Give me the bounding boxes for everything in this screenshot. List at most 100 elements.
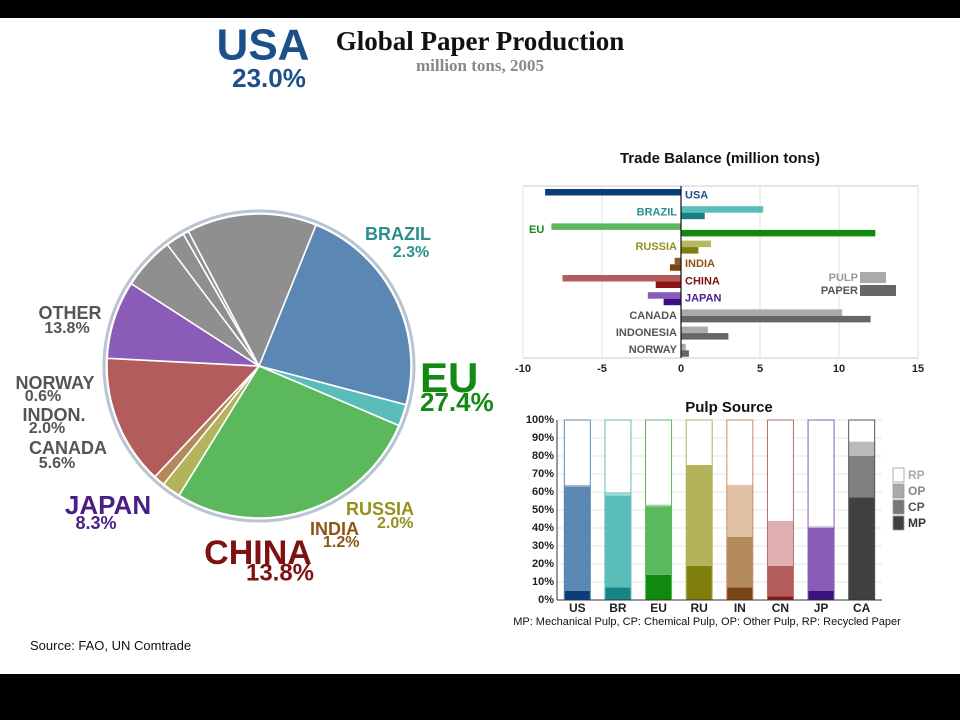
pie-label-brazil: BRAZIL	[365, 224, 431, 244]
pulp-legend-label-op: OP	[908, 484, 925, 498]
pulp-legend-label-mp: MP	[908, 516, 926, 530]
pie-label-other: OTHER	[39, 303, 102, 323]
trade-label-norway: NORWAY	[629, 344, 678, 356]
pie-label-indon: INDON.	[23, 405, 86, 425]
trade-bar-pulp-canada	[681, 309, 843, 316]
pie-label-japan: JAPAN	[65, 490, 151, 520]
pie-label-china: CHINA	[204, 534, 312, 572]
trade-label-usa: USA	[685, 189, 708, 201]
pulp-category-eu: EU	[650, 601, 667, 615]
trade-bar-pulp-russia	[681, 240, 712, 248]
trade-label-china: CHINA	[685, 275, 720, 287]
pulp-category-in: IN	[734, 601, 746, 615]
pie-label-canada: CANADA	[29, 438, 107, 458]
pie-value-japan: 8.3%	[75, 513, 116, 533]
pulp-tick-label: 40%	[532, 522, 554, 534]
pulp-bar-in-cp	[726, 537, 753, 588]
trade-tick-label: 0	[678, 363, 684, 375]
pulp-bar-in-op	[726, 484, 753, 537]
pie-value-eu: 27.4%	[420, 387, 494, 417]
pulp-bar-ru-rp	[686, 420, 713, 465]
pulp-tick-label: 80%	[532, 450, 554, 462]
pulp-legend-label-rp: RP	[908, 468, 925, 482]
trade-bar-paper-norway	[681, 350, 689, 357]
pulp-bar-ru-mp	[686, 565, 713, 600]
pulp-tick-label: 30%	[532, 540, 554, 552]
pie-label-india: INDIA	[310, 519, 359, 539]
source-note: Source: FAO, UN Comtrade	[30, 638, 192, 653]
trade-bar-paper-brazil	[681, 212, 705, 220]
pulp-source-chart: Pulp Source 0% 10% 20% 30% 40% 50% 60% 70% 80% 90…	[513, 399, 926, 628]
pulp-source-title: Pulp Source	[685, 399, 773, 416]
pulp-tick-label: 50%	[532, 504, 554, 516]
pulp-category-jp: JP	[814, 601, 829, 615]
pulp-bar-cn-mp	[767, 596, 794, 600]
pie-label-norway: NORWAY	[15, 373, 94, 393]
pulp-legend-swatch-op	[892, 483, 905, 499]
trade-label-eu: EU	[529, 224, 544, 236]
pulp-bar-cn-op	[767, 520, 794, 566]
pulp-bar-cn-rp	[767, 420, 794, 521]
trade-balance-title: Trade Balance (million tons)	[620, 150, 820, 167]
pulp-bar-br-rp	[604, 420, 631, 492]
pie-value-indon: 2.0%	[29, 420, 65, 437]
pulp-bar-br-mp	[604, 587, 631, 600]
pulp-bar-cn-cp	[767, 565, 794, 597]
pulp-legend-swatch-cp	[892, 499, 905, 515]
pie-value-russia: 2.0%	[377, 515, 413, 532]
pulp-tick-label: 20%	[532, 558, 554, 570]
pie-value-india: 1.2%	[323, 534, 359, 551]
pulp-tick-label: 90%	[532, 432, 554, 444]
pulp-bar-br-op	[604, 492, 631, 496]
pulp-tick-label: 0%	[538, 594, 554, 606]
trade-legend-swatch-pulp	[860, 272, 886, 283]
trade-tick-label: 5	[757, 363, 763, 375]
pulp-bar-eu-cp	[645, 506, 672, 575]
pulp-bar-jp-op	[808, 526, 835, 528]
pulp-bar-jp-cp	[808, 528, 835, 591]
pie-label-russia: RUSSIA	[346, 499, 414, 519]
trade-legend-swatch-paper	[860, 285, 896, 296]
trade-label-brazil: BRAZIL	[637, 207, 678, 219]
trade-bar-paper-eu	[681, 229, 876, 237]
trade-bar-paper-india	[669, 264, 681, 271]
pulp-bar-eu-op	[645, 504, 672, 507]
trade-tick-label: 10	[833, 363, 845, 375]
pulp-bar-in-mp	[726, 587, 753, 600]
trade-legend-label-paper: PAPER	[821, 285, 858, 297]
pulp-tick-label: 70%	[532, 468, 554, 480]
pulp-tick-label: 100%	[526, 414, 554, 426]
pulp-bar-ca-op	[848, 441, 875, 456]
trade-bar-pulp-india	[674, 257, 681, 265]
pulp-bar-ca-cp	[848, 456, 875, 498]
pulp-bar-in-rp	[726, 420, 753, 485]
pulp-bar-jp-mp	[808, 591, 835, 600]
pie-chart: USA23.0%BRAZIL2.3%EU27.4%RUSSIA2.0%INDIA…	[15, 21, 494, 587]
pulp-bar-us-mp	[564, 591, 591, 600]
pulp-legend-swatch-rp	[892, 467, 905, 483]
pulp-bar-ru-cp	[686, 465, 713, 566]
pulp-bar-us-rp	[564, 420, 591, 485]
pulp-category-cn: CN	[772, 601, 789, 615]
page-subtitle: million tons, 2005	[416, 56, 544, 75]
pie-slice-usa	[257, 224, 412, 406]
trade-legend-label-pulp: PULP	[829, 272, 858, 284]
pie-value-norway: 0.6%	[25, 388, 61, 405]
pulp-tick-label: 60%	[532, 486, 554, 498]
pulp-bar-us-cp	[564, 486, 591, 591]
pulp-category-ru: RU	[691, 601, 708, 615]
trade-label-indonesia: INDONESIA	[616, 327, 677, 339]
pulp-bar-us-op	[564, 484, 591, 487]
trade-tick-label: 15	[912, 363, 924, 375]
trade-bar-paper-russia	[681, 247, 699, 254]
pie-slice-eu	[177, 364, 400, 519]
pulp-tick-label: 10%	[532, 576, 554, 588]
trade-bar-paper-china	[655, 281, 681, 288]
pie-label-usa: USA	[217, 21, 310, 70]
pulp-bar-ca-mp	[848, 497, 875, 600]
pie-value-china: 13.8%	[246, 559, 314, 586]
trade-balance-chart: Trade Balance (million tons) USA BRAZIL EU…	[515, 150, 924, 375]
slide: Global Paper Production million tons, 20…	[0, 18, 960, 674]
pulp-category-br: BR	[609, 601, 627, 615]
pie-value-canada: 5.6%	[39, 455, 75, 472]
